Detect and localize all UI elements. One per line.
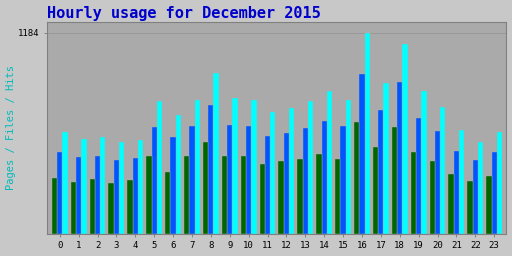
Bar [100,137,105,234]
Bar [62,132,68,234]
Bar [133,158,138,234]
Bar [467,181,473,234]
Bar [421,91,426,234]
Bar [214,73,219,234]
Bar [227,125,232,234]
Bar [114,160,119,234]
Bar [303,128,308,234]
Text: Hourly usage for December 2015: Hourly usage for December 2015 [48,6,321,20]
Bar [365,33,370,234]
Bar [486,176,492,234]
Bar [95,156,100,234]
Bar [203,142,208,234]
Bar [335,159,340,234]
Bar [184,156,189,234]
Bar [176,115,181,234]
Bar [71,182,76,234]
Bar [127,180,133,234]
Y-axis label: Pages / Files / Hits: Pages / Files / Hits [6,65,15,190]
Bar [402,44,408,234]
Bar [109,183,114,234]
Bar [189,126,195,234]
Bar [492,152,497,234]
Bar [383,83,389,234]
Bar [81,139,87,234]
Bar [157,101,162,234]
Bar [430,161,435,234]
Bar [454,151,459,234]
Bar [284,133,289,234]
Bar [316,154,322,234]
Bar [165,172,170,234]
Bar [308,101,313,234]
Bar [232,98,238,234]
Bar [497,132,502,234]
Bar [459,130,464,234]
Bar [270,112,275,234]
Bar [346,100,351,234]
Bar [76,157,81,234]
Bar [279,161,284,234]
Bar [322,121,327,234]
Bar [208,105,214,234]
Bar [392,127,397,234]
Bar [90,179,95,234]
Bar [397,82,402,234]
Bar [289,108,294,234]
Bar [378,110,383,234]
Bar [478,142,483,234]
Bar [222,156,227,234]
Bar [440,108,445,234]
Bar [265,136,270,234]
Bar [435,131,440,234]
Bar [57,152,62,234]
Bar [354,122,359,234]
Bar [241,156,246,234]
Bar [251,100,257,234]
Bar [416,118,421,234]
Bar [119,142,124,234]
Bar [246,126,251,234]
Bar [373,147,378,234]
Bar [473,160,478,234]
Bar [195,100,200,234]
Bar [359,74,365,234]
Bar [152,127,157,234]
Bar [297,159,303,234]
Bar [449,174,454,234]
Bar [170,137,176,234]
Bar [340,126,346,234]
Bar [52,178,57,234]
Bar [411,152,416,234]
Bar [138,140,143,234]
Bar [327,91,332,234]
Bar [146,156,152,234]
Bar [260,164,265,234]
